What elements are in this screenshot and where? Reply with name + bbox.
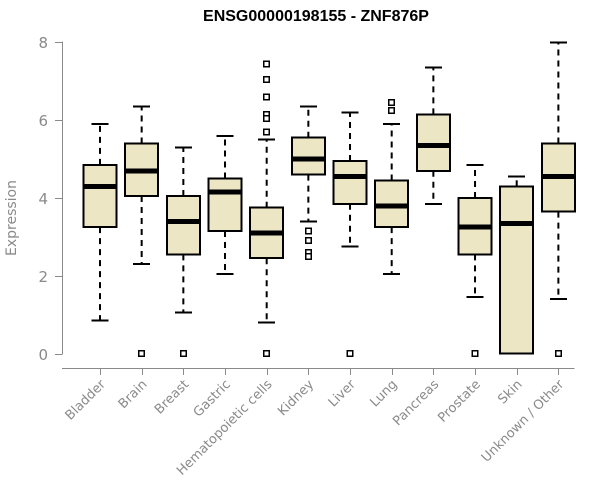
outlier-point: [179, 350, 187, 357]
category-label-liver: Liver: [326, 377, 360, 411]
median-line: [125, 168, 159, 174]
median-line: [208, 189, 242, 195]
median-line: [83, 183, 117, 189]
category-label-prostate: Prostate: [435, 377, 483, 425]
outlier-point: [388, 107, 396, 114]
median-line: [416, 142, 450, 148]
median-line: [250, 230, 284, 236]
boxplot-breast: [165, 146, 201, 357]
category-label-skin: Skin: [495, 377, 525, 407]
outlier-point: [304, 252, 312, 260]
y-tick-label: 8: [38, 34, 48, 52]
outlier-point: [263, 93, 271, 101]
boxplot-prostate: [457, 163, 493, 357]
median-line: [291, 156, 325, 162]
y-tick-label: 6: [38, 112, 48, 130]
boxplot-unknown-other: [540, 41, 576, 357]
outlier-point: [138, 350, 146, 357]
outlier-point: [554, 350, 562, 357]
category-label-lung: Lung: [367, 377, 400, 410]
outlier-point: [263, 114, 271, 122]
box: [499, 185, 535, 355]
category-label-breast: Breast: [152, 377, 192, 417]
outlier-point: [471, 350, 479, 357]
box: [290, 136, 326, 176]
median-line: [166, 218, 200, 224]
outlier-point: [263, 350, 271, 357]
boxplot-hematopoietic-cells: [249, 60, 285, 357]
category-label-bladder: Bladder: [63, 377, 110, 424]
category-label-pancreas: Pancreas: [390, 377, 442, 429]
box: [207, 177, 243, 233]
outlier-point: [388, 99, 396, 107]
outlier-point: [304, 227, 312, 235]
y-tick-label: 4: [38, 190, 48, 208]
y-tick-label: 0: [38, 346, 48, 364]
box: [415, 113, 451, 172]
boxplot-gastric: [207, 134, 243, 275]
median-line: [500, 220, 534, 226]
box: [332, 160, 368, 205]
category-label-brain: Brain: [116, 377, 151, 412]
outlier-point: [263, 128, 271, 136]
box: [82, 163, 118, 229]
median-line: [541, 174, 575, 180]
outlier-point: [346, 350, 354, 357]
median-line: [333, 174, 367, 180]
boxplot-pancreas: [415, 66, 451, 205]
boxplot-brain: [124, 105, 160, 357]
outlier-point: [263, 75, 271, 83]
y-tick-label: 2: [38, 268, 48, 286]
outlier-point: [263, 60, 271, 68]
median-line: [458, 224, 492, 230]
box: [165, 195, 201, 256]
chart-title: ENSG00000198155 - ZNF876P: [203, 8, 429, 25]
boxplot-lung: [374, 99, 410, 275]
boxplot-bladder: [82, 123, 118, 322]
boxplot-skin: [499, 175, 535, 355]
boxplot-liver: [332, 111, 368, 357]
boxplot-kidney: [290, 105, 326, 260]
category-label-kidney: Kidney: [275, 377, 317, 419]
median-line: [375, 203, 409, 209]
outlier-point: [304, 237, 312, 245]
